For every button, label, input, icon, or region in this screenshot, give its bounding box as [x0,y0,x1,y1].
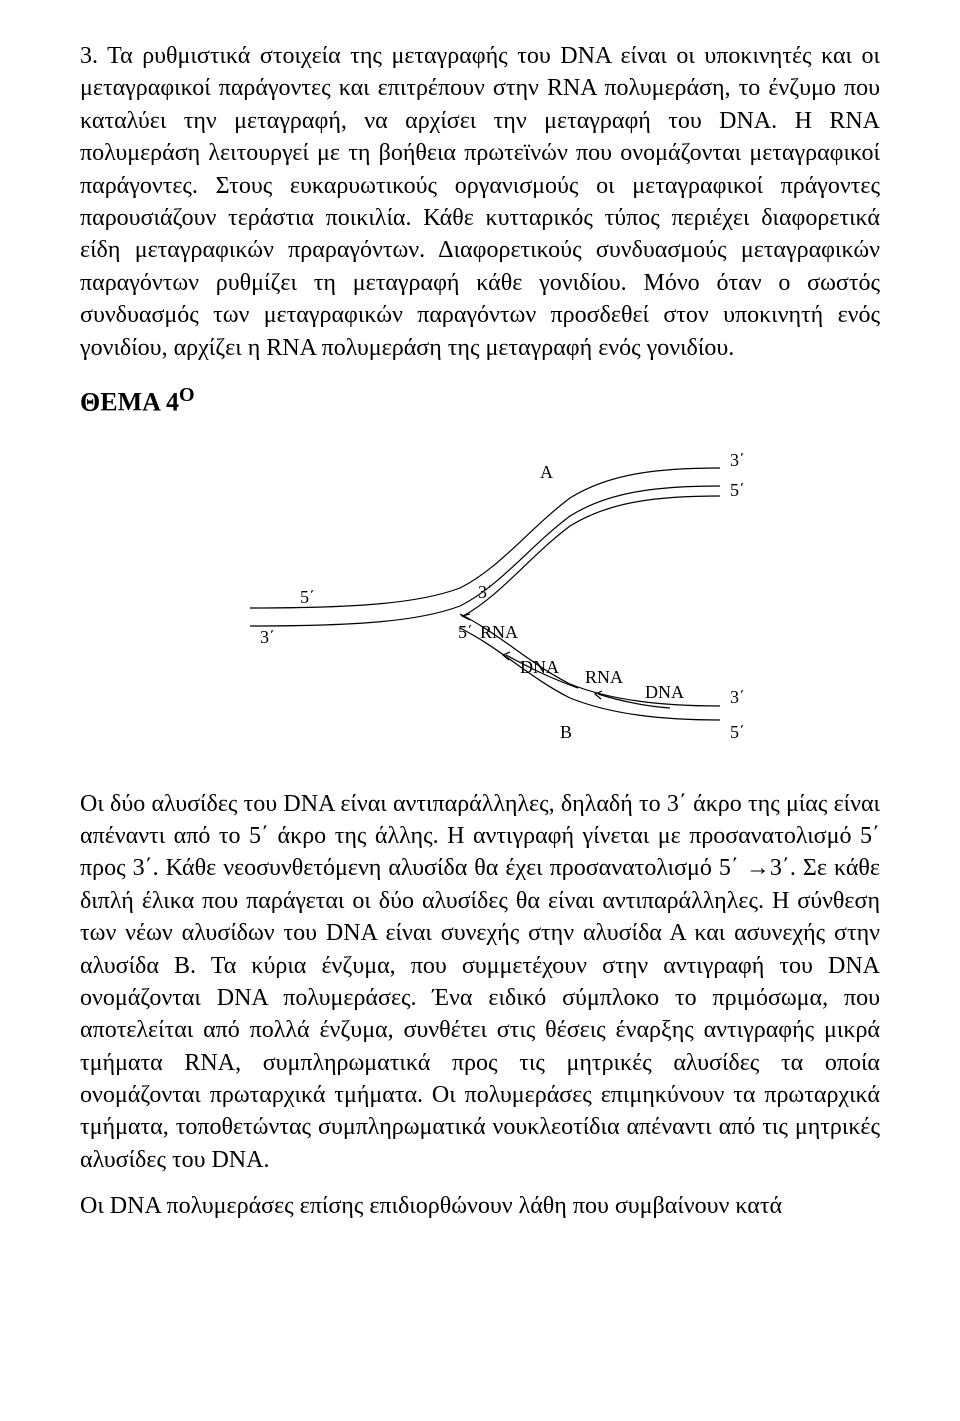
label-DNA-1: DNA [520,657,559,677]
label-DNA-2: DNA [645,682,684,702]
label-RNA-mid: RNA [480,622,518,642]
diagram-container: A 3΄ 5΄ 5΄ 3΄ 3΄ 5΄ RNA DNA RNA DNA 3΄ 5… [80,438,880,758]
label-RNA-2: RNA [585,667,623,687]
label-3-top-right: 3΄ [730,450,745,470]
label-3-mid: 3΄ [478,582,493,602]
strand-top-inner [250,486,720,626]
paragraph-1: 3. Τα ρυθμιστικά στοιχεία της μεταγραφής… [80,40,880,364]
strand-top-new [463,496,720,616]
heading-sup: Ο [179,384,195,406]
label-A: A [540,462,553,482]
label-B: B [560,722,572,742]
label-5-left: 5΄ [300,587,315,607]
label-5-mid: 5΄ [458,622,473,642]
heading-main: ΘΕΜΑ 4 [80,388,179,417]
dna-replication-diagram: A 3΄ 5΄ 5΄ 3΄ 3΄ 5΄ RNA DNA RNA DNA 3΄ 5… [200,438,760,758]
label-3-left: 3΄ [260,627,275,647]
label-5-top-right: 5΄ [730,480,745,500]
heading-theme-4: ΘΕΜΑ 4Ο [80,384,880,418]
label-5-bot-right: 5΄ [730,722,745,742]
paragraph-3: Οι DNA πολυμεράσες επίσης επιδιορθώνουν … [80,1190,880,1222]
paragraph-2: Οι δύο αλυσίδες του DNA είναι αντιπαράλλ… [80,788,880,1177]
label-3-bot-right: 3΄ [730,687,745,707]
